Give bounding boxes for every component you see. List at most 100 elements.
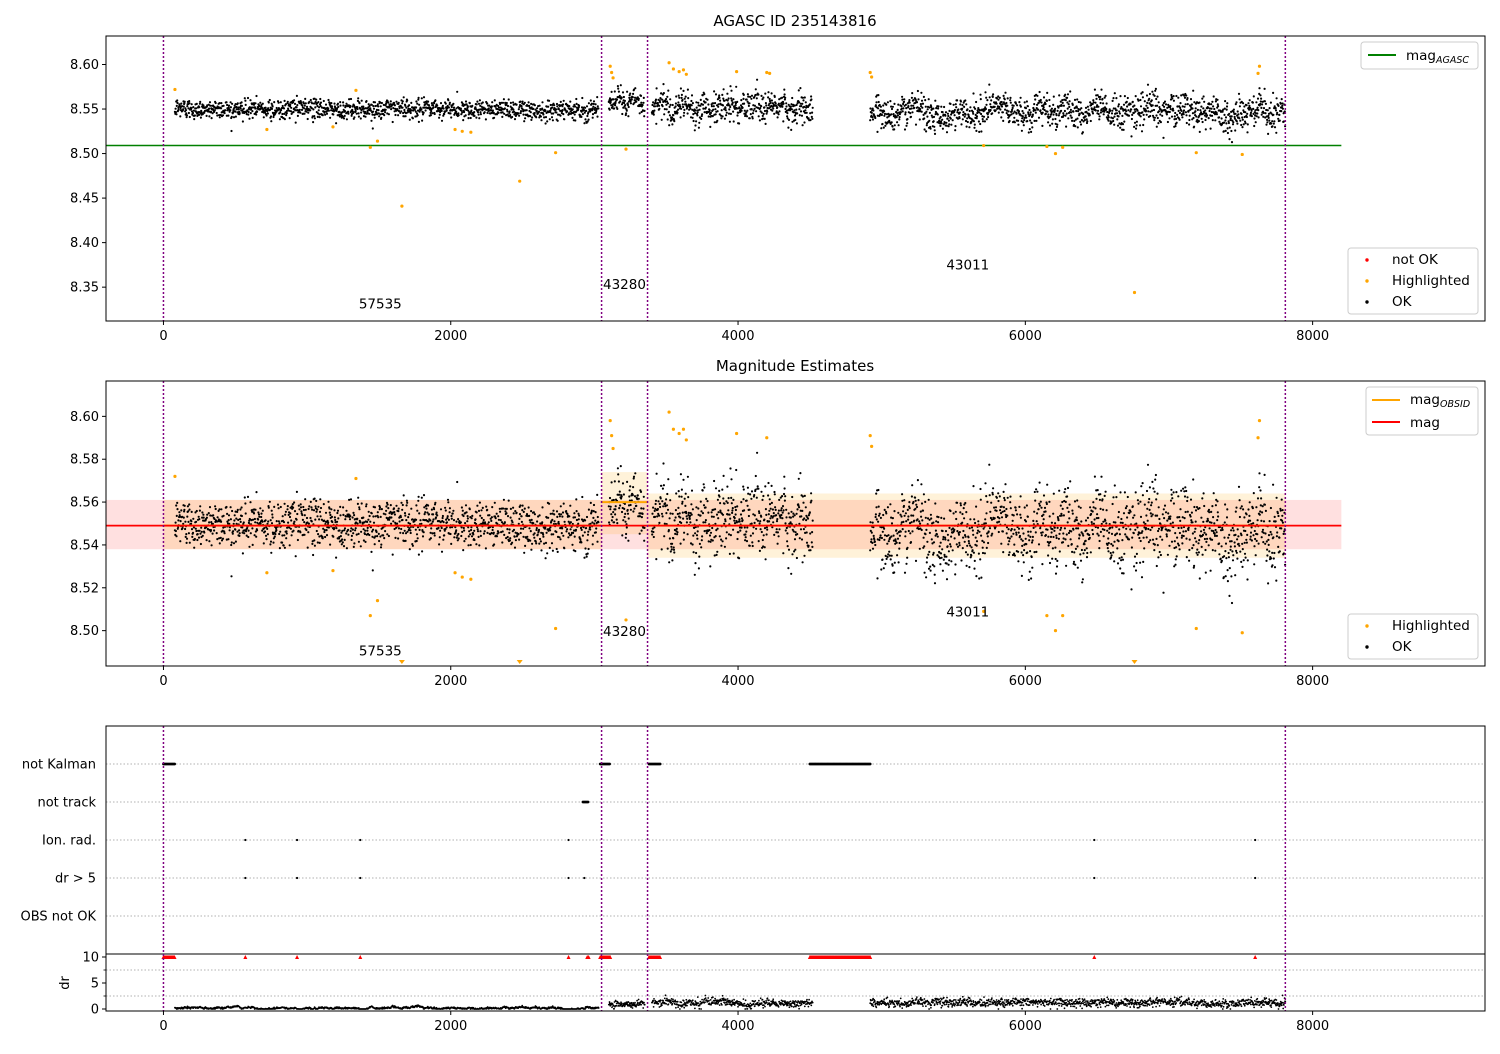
- highlighted-point: [681, 68, 686, 72]
- dr-y-tick-label: 10: [82, 951, 99, 966]
- out-of-range-marker: [1131, 660, 1138, 664]
- highlighted-point: [671, 427, 676, 431]
- x-tick-label: 6000: [1009, 329, 1042, 344]
- y-tick-label: 8.50: [70, 147, 99, 162]
- highlighted-point: [1045, 614, 1049, 618]
- highlighted-point: [331, 125, 335, 129]
- panel-1-frame: [105, 35, 1486, 322]
- panel-1-legend-bottom: not OK Highlighted OK: [1347, 247, 1479, 315]
- highlighted-point: [765, 70, 769, 75]
- highlighted-point: [982, 143, 986, 148]
- highlighted-point: [554, 151, 558, 155]
- obs-label: 57535: [359, 643, 402, 659]
- x-tick-label: 4000: [721, 1019, 754, 1034]
- highlighted-point: [610, 434, 614, 438]
- highlighted-point: [1053, 629, 1058, 633]
- y-tick-label: 8.40: [70, 236, 99, 251]
- flag-point: [244, 838, 247, 842]
- y-tick-label: 8.50: [70, 624, 99, 639]
- flag-point: [1254, 876, 1257, 880]
- highlighted-point: [1240, 631, 1244, 635]
- x-tick-label: 8000: [1296, 674, 1329, 689]
- highlighted-point: [173, 474, 177, 478]
- panel-flags: not Kalman not track Ion. rad. dr > 5 OBS no…: [21, 725, 1486, 1034]
- legend-mag-obsid: mag: [1410, 392, 1440, 408]
- dr-y-tick-label: 5: [91, 977, 99, 992]
- flag-run: [647, 762, 662, 766]
- flag-row-label: not Kalman: [22, 758, 96, 773]
- legend-mag: mag: [1410, 415, 1440, 431]
- highlighted-point: [624, 147, 628, 151]
- legend-mag-agasc: mag: [1406, 48, 1436, 64]
- flag-row-label: Ion. rad.: [42, 834, 96, 849]
- panel-2-frame: [105, 380, 1486, 667]
- highlighted-point: [684, 72, 688, 76]
- flag-row-label: not track: [37, 796, 96, 811]
- highlighted-point: [368, 614, 372, 618]
- highlighted-point: [870, 444, 874, 448]
- highlighted-point: [460, 575, 464, 579]
- highlighted-point: [375, 599, 380, 603]
- highlighted-point: [453, 127, 457, 132]
- obs-label: 43011: [946, 605, 989, 621]
- highlighted-point: [765, 436, 769, 440]
- svg-text:magOBSID: magOBSID: [1410, 392, 1470, 410]
- x-tick-label: 4000: [721, 329, 754, 344]
- y-tick-label: 8.52: [70, 581, 99, 596]
- highlighted-point: [681, 427, 686, 431]
- highlighted-point: [677, 431, 681, 436]
- highlighted-point: [735, 431, 739, 436]
- obs-label: 43280: [603, 277, 646, 293]
- flag-point: [583, 876, 586, 880]
- highlighted-point: [667, 61, 671, 65]
- highlighted-point: [469, 130, 473, 134]
- panel-magnitude: Magnitude Estimates 57535 43280 43011 0 200…: [70, 357, 1486, 689]
- ok-points: [173, 78, 1287, 144]
- highlighted-point: [354, 476, 358, 481]
- y-tick-label: 8.54: [70, 538, 99, 553]
- legend-ok: OK: [1392, 294, 1413, 310]
- highlighted-point: [453, 571, 457, 575]
- highlighted-point: [518, 179, 522, 183]
- svg-text:magAGASC: magAGASC: [1406, 48, 1469, 66]
- x-tick-label: 0: [159, 1019, 167, 1034]
- x-tick-label: 4000: [721, 674, 754, 689]
- highlighted-point: [624, 618, 628, 622]
- highlighted-point: [684, 438, 688, 442]
- x-tick-label: 8000: [1296, 329, 1329, 344]
- highlighted-point: [1061, 614, 1065, 618]
- highlighted-point: [735, 70, 739, 74]
- highlighted-point: [1240, 152, 1244, 157]
- flag-point: [1093, 876, 1096, 880]
- panel-2-title: Magnitude Estimates: [716, 357, 874, 375]
- flag-run: [162, 762, 177, 766]
- panel-3-frame: [105, 725, 1486, 1012]
- x-tick-label: 0: [159, 674, 167, 689]
- highlighted-point: [265, 127, 269, 132]
- dr-y-tick-label: 0: [91, 1003, 99, 1018]
- obs-label: 43280: [603, 624, 646, 640]
- highlighted-point: [1257, 64, 1262, 68]
- panel-1-plot-area: 57535 43280 43011: [106, 36, 1342, 321]
- highlighted-point: [611, 76, 615, 80]
- legend-mag-agasc-sub: AGASC: [1435, 55, 1469, 66]
- dr-points: [174, 994, 1287, 1010]
- flag-point: [1254, 838, 1257, 842]
- highlighted-point: [677, 70, 681, 74]
- y-tick-label: 8.58: [70, 453, 99, 468]
- y-tick-label: 8.56: [70, 496, 99, 511]
- legend-not-ok: not OK: [1392, 252, 1439, 268]
- panel-1-title: AGASC ID 235143816: [713, 12, 876, 30]
- highlighted-point: [1194, 151, 1198, 155]
- highlighted-point: [870, 75, 874, 79]
- legend-mag-obsid-sub: OBSID: [1440, 399, 1470, 410]
- highlighted-point: [368, 145, 372, 149]
- flag-row-label: OBS not OK: [21, 910, 97, 925]
- y-tick-label: 8.60: [70, 410, 99, 425]
- highlighted-point: [460, 129, 464, 133]
- flag-run: [581, 800, 590, 804]
- panel-agasc: AGASC ID 235143816 57535 43280 43011 0 2000…: [70, 12, 1486, 344]
- highlighted-point: [1053, 151, 1058, 156]
- flag-point: [244, 876, 247, 880]
- ok-points: [173, 451, 1287, 605]
